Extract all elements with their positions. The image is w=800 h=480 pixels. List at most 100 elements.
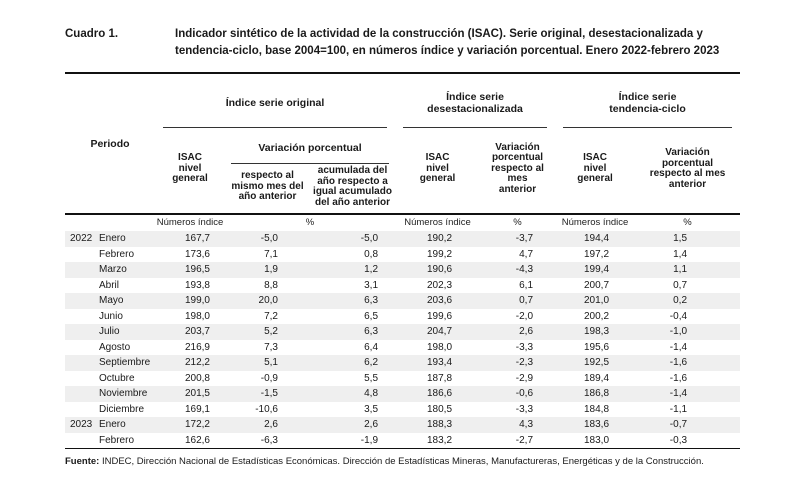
value-cell: 4,7	[519, 248, 534, 260]
value-cell: -3,7	[515, 233, 534, 244]
value-cell: 1,4	[673, 248, 688, 260]
unit-label-porcentaje: %	[683, 217, 692, 228]
group-header-row: Periodo Índice serie original Índice ser…	[65, 73, 740, 150]
value-cell: 199,4	[583, 264, 610, 275]
value-cell: 203,6	[426, 295, 453, 306]
value-cell: 183,2	[426, 434, 453, 446]
value-cell: 5,1	[264, 357, 278, 368]
group-header-serie-tendencia-ciclo: Índice serie tendencia-ciclo	[555, 73, 740, 128]
month-cell: Enero	[99, 419, 126, 430]
value-cell: -3,3	[515, 403, 534, 415]
value-cell: -0,9	[260, 372, 278, 384]
table-row: Febrero 173,6 7,1 0,8 199,2 4,7 197,2 1,4	[65, 247, 740, 263]
column-header-isac-desestacionalizada: ISAC nivel general	[419, 152, 456, 185]
year-cell	[65, 371, 99, 387]
group-header-serie-original: Índice serie original	[155, 73, 395, 128]
table-caption: Cuadro 1. Indicador sintético de la acti…	[65, 26, 755, 60]
value-cell: -0,7	[669, 419, 688, 430]
value-cell: 173,6	[184, 248, 210, 260]
value-cell: 204,7	[426, 326, 453, 337]
value-cell: 1,5	[673, 233, 688, 244]
value-cell: 203,7	[184, 326, 210, 337]
value-cell: 0,7	[519, 295, 534, 306]
value-cell: 193,8	[184, 279, 210, 291]
value-cell: 187,8	[426, 372, 453, 384]
table-row: Marzo 196,5 1,9 1,2 190,6 -4,3 199,4 1,1	[65, 262, 741, 278]
year-cell	[65, 293, 99, 309]
value-cell: 4,8	[364, 388, 379, 399]
value-cell: 216,9	[184, 341, 210, 353]
value-cell: 169,1	[184, 403, 210, 415]
column-header-variacion-tendencia-ciclo: Variación porcentual respecto al mes ant…	[649, 147, 726, 190]
value-cell: 201,5	[184, 388, 210, 399]
column-header-variacion-mismo-mes: respecto al mismo mes del año anterior	[231, 170, 304, 203]
group-header-serie-tendencia-ciclo-label: Índice serie tendencia-ciclo	[563, 79, 733, 128]
value-cell: 186,8	[583, 388, 610, 399]
value-cell: 212,2	[184, 357, 210, 368]
table-row: Octubre 200,8 -0,9 5,5 187,8 -2,9 189,4 -1,6	[65, 371, 740, 387]
value-cell: 196,5	[184, 264, 210, 275]
value-cell: 7,1	[264, 248, 278, 260]
value-cell: -2,9	[515, 372, 534, 384]
month-cell: Junio	[99, 310, 123, 322]
table-row: Febrero 162,6 -6,3 -1,9 183,2 -2,7 183,0 -0,3	[65, 433, 740, 449]
month-cell: Abril	[99, 279, 120, 291]
year-cell	[65, 340, 99, 356]
value-cell: 183,0	[583, 434, 610, 446]
value-cell: 194,4	[583, 233, 610, 244]
group-header-serie-original-label: Índice serie original	[163, 79, 388, 128]
table-row: Septiembre 212,2 5,1 6,2 193,4 -2,3 192,5 -1,6	[65, 355, 741, 371]
value-cell: 189,4	[583, 372, 610, 384]
value-cell: 198,3	[583, 326, 610, 337]
column-header-isac-original: ISAC nivel general	[172, 152, 208, 185]
value-cell: 4,3	[519, 419, 534, 430]
table-title: Indicador sintético de la actividad de l…	[175, 28, 720, 57]
table-row: Junio 198,0 7,2 6,5 199,6 -2,0 200,2 -0,4	[65, 309, 740, 325]
value-cell: -5,0	[360, 233, 379, 244]
value-cell: 2,6	[264, 419, 278, 430]
column-header-periodo: Periodo	[90, 137, 130, 150]
value-cell: -1,9	[360, 434, 379, 446]
value-cell: 190,6	[426, 264, 453, 275]
column-header-isac-tendencia-ciclo: ISAC nivel general	[577, 152, 613, 185]
value-cell: 6,3	[364, 326, 379, 337]
value-cell: 0,7	[673, 279, 688, 291]
year-cell: 2023	[70, 419, 93, 430]
value-cell: 6,4	[364, 341, 379, 353]
column-header-variacion-desestacionalizada: Variación porcentual respecto al mes ant…	[491, 141, 544, 195]
year-cell: 2022	[70, 233, 93, 244]
year-cell	[65, 247, 99, 263]
value-cell: -3,3	[515, 341, 534, 353]
table-row: Mayo 199,0 20,0 6,3 203,6 0,7 201,0 0,2	[65, 293, 741, 309]
value-cell: 193,4	[426, 357, 453, 368]
table-row: Agosto 216,9 7,3 6,4 198,0 -3,3 195,6 -1,4	[65, 340, 740, 356]
table-row: Diciembre 169,1 -10,6 3,5 180,5 -3,3 184,8 -1,1	[65, 402, 740, 418]
value-cell: -1,6	[669, 357, 688, 368]
value-cell: 1,9	[264, 264, 278, 275]
value-cell: 200,2	[583, 310, 610, 322]
value-cell: 6,3	[364, 295, 379, 306]
value-cell: 200,8	[184, 372, 210, 384]
value-cell: 201,0	[583, 295, 610, 306]
value-cell: -1,0	[669, 326, 688, 337]
month-cell: Febrero	[99, 434, 135, 446]
value-cell: 6,1	[519, 279, 534, 291]
source-label: Fuente:	[65, 456, 100, 467]
value-cell: 6,5	[364, 310, 379, 322]
column-header-variacion-acumulada: acumulada del año respecto a igual acumu…	[313, 165, 392, 208]
value-cell: 3,1	[364, 279, 379, 291]
year-cell	[65, 324, 99, 340]
value-cell: -6,3	[260, 434, 278, 446]
year-cell	[65, 309, 99, 325]
column-header-row: respecto al mismo mes del año anterior a…	[65, 164, 740, 214]
value-cell: 3,5	[364, 403, 379, 415]
value-cell: 20,0	[258, 295, 278, 306]
value-cell: -4,3	[515, 264, 534, 275]
value-cell: 7,2	[264, 310, 278, 322]
month-cell: Febrero	[99, 248, 135, 260]
source-text: INDEC, Dirección Nacional de Estadística…	[101, 456, 704, 467]
month-cell: Enero	[99, 233, 126, 244]
value-cell: 192,5	[583, 357, 610, 368]
subgroup-header-row: ISAC nivel general Variación porcentual …	[65, 128, 740, 195]
